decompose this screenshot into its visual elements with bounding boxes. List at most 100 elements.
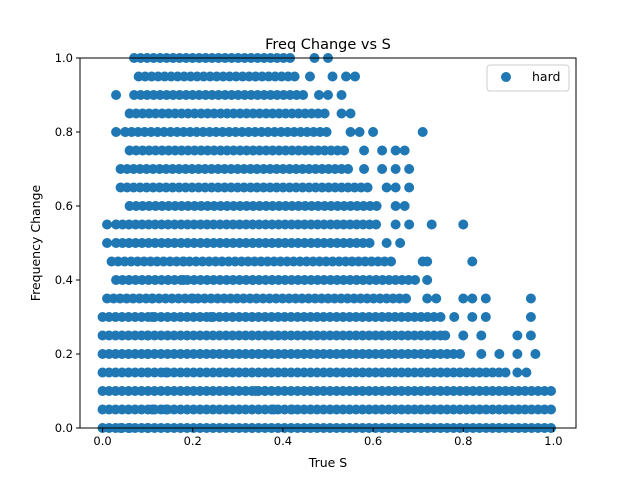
scatter-point bbox=[286, 404, 297, 415]
y-tick-label: 0.6 bbox=[55, 199, 73, 213]
scatter-point bbox=[345, 127, 356, 137]
scatter-point bbox=[422, 256, 433, 267]
scatter-point bbox=[417, 127, 428, 137]
scatter-point bbox=[345, 108, 356, 119]
scatter-point bbox=[476, 330, 487, 341]
scatter-point bbox=[404, 219, 415, 230]
legend-marker bbox=[501, 72, 511, 82]
scatter-point bbox=[399, 201, 410, 211]
scatter-point bbox=[102, 219, 113, 230]
scatter-point bbox=[458, 219, 469, 230]
scatter-point bbox=[525, 330, 536, 341]
scatter-point bbox=[480, 293, 491, 304]
scatter-point bbox=[404, 182, 415, 193]
scatter-point bbox=[395, 238, 406, 248]
scatter-point bbox=[480, 312, 491, 322]
scatter-point bbox=[304, 71, 315, 82]
scatter-point bbox=[422, 293, 433, 304]
scatter-point bbox=[321, 127, 332, 137]
scatter-point bbox=[399, 145, 410, 156]
x-axis-label: True S bbox=[308, 455, 348, 470]
x-tick-label: 0.6 bbox=[364, 434, 382, 448]
legend: hard bbox=[486, 64, 570, 92]
scatter-point bbox=[142, 367, 153, 378]
scatter-point bbox=[323, 90, 333, 100]
scatter-point bbox=[530, 349, 541, 359]
scatter-point bbox=[390, 201, 401, 211]
scatter-point bbox=[381, 182, 392, 193]
x-tick-label: 0.4 bbox=[274, 434, 292, 448]
scatter-point bbox=[390, 219, 401, 230]
scatter-point bbox=[426, 219, 437, 230]
scatter-point bbox=[512, 367, 523, 378]
scatter-point bbox=[381, 238, 392, 248]
scatter-point bbox=[359, 145, 370, 156]
scatter-point bbox=[289, 71, 300, 82]
scatter-point bbox=[147, 404, 158, 415]
scatter-point bbox=[467, 293, 478, 304]
scatter-point bbox=[377, 164, 388, 174]
chart-title: Freq Change vs S bbox=[265, 37, 391, 53]
scatter-point bbox=[187, 293, 198, 304]
scatter-point bbox=[205, 312, 216, 322]
scatter-point bbox=[319, 108, 330, 119]
scatter-point bbox=[410, 275, 421, 285]
y-axis: 0.0 0.2 0.4 0.6 0.8 1.0 bbox=[55, 51, 80, 435]
scatter-point bbox=[435, 312, 446, 322]
scatter-point bbox=[390, 164, 401, 174]
scatter-point bbox=[546, 404, 557, 415]
scatter-point bbox=[521, 367, 532, 378]
scatter-point bbox=[343, 164, 354, 174]
scatter-point bbox=[354, 127, 365, 137]
scatter-point bbox=[350, 71, 361, 82]
y-tick-label: 0.2 bbox=[55, 347, 73, 361]
y-axis-label: Frequency Change bbox=[28, 184, 43, 301]
scatter-point bbox=[142, 330, 153, 341]
scatter-point bbox=[525, 293, 536, 304]
scatter-point bbox=[341, 71, 352, 82]
scatter-point bbox=[339, 145, 350, 156]
scatter-point bbox=[422, 275, 433, 285]
scatter-point bbox=[500, 367, 511, 378]
scatter-point bbox=[431, 293, 442, 304]
y-tick-label: 0.4 bbox=[55, 273, 73, 287]
scatter-point bbox=[298, 90, 309, 100]
x-tick-label: 0.2 bbox=[184, 434, 202, 448]
scatter-point bbox=[142, 349, 153, 359]
scatter-point bbox=[111, 90, 122, 100]
scatter-point bbox=[377, 145, 388, 156]
scatter-point bbox=[102, 238, 113, 248]
legend-label-hard: hard bbox=[532, 69, 560, 84]
scatter-point bbox=[401, 293, 412, 304]
x-tick-label: 0.8 bbox=[454, 434, 472, 448]
scatter-point bbox=[476, 349, 487, 359]
legend-box bbox=[486, 64, 570, 92]
scatter-point bbox=[178, 256, 189, 267]
scatter-point bbox=[404, 164, 415, 174]
scatter-point bbox=[364, 238, 375, 248]
scatter-point bbox=[494, 349, 505, 359]
scatter-point bbox=[512, 349, 523, 359]
scatter-point bbox=[386, 256, 397, 267]
scatter-point bbox=[336, 90, 347, 100]
scatter-point bbox=[458, 293, 469, 304]
scatter-point bbox=[362, 182, 373, 193]
scatter-point bbox=[178, 275, 189, 285]
scatter-point bbox=[371, 219, 382, 230]
scatter-point bbox=[336, 108, 347, 119]
scatter-points bbox=[97, 53, 557, 433]
scatter-point bbox=[147, 312, 158, 322]
scatter-point bbox=[313, 90, 324, 100]
scatter-point bbox=[160, 367, 171, 378]
scatter-point bbox=[467, 312, 478, 322]
y-tick-label: 1.0 bbox=[55, 51, 73, 65]
scatter-point bbox=[327, 71, 338, 82]
scatter-point bbox=[390, 182, 401, 193]
x-tick-label: 0.0 bbox=[93, 434, 111, 448]
scatter-point bbox=[458, 330, 469, 341]
scatter-point bbox=[546, 386, 557, 396]
scatter-point bbox=[467, 256, 478, 267]
scatter-point bbox=[440, 330, 451, 341]
scatter-point bbox=[268, 404, 279, 415]
